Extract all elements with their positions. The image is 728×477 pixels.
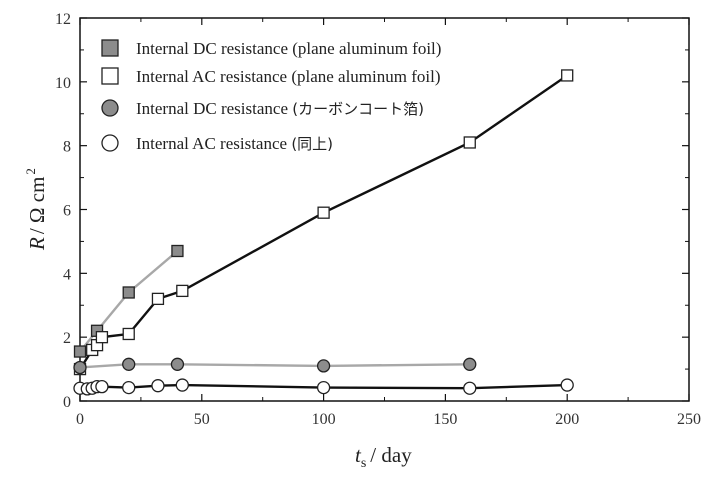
data-point-s3 — [122, 380, 136, 395]
legend-marker-3 — [101, 134, 119, 152]
legend-label-main: Internal AC resistance — [136, 67, 291, 86]
data-point-s3 — [316, 380, 331, 395]
y-label-main: R — [25, 237, 49, 251]
y-tick-label: 10 — [55, 75, 71, 92]
data-point-s3 — [175, 378, 189, 392]
legend-marker-1 — [101, 67, 119, 85]
data-point-s1 — [151, 292, 165, 306]
x-label-unit: / day — [370, 443, 412, 467]
x-tick-label: 200 — [555, 411, 579, 428]
data-point-s1 — [122, 327, 135, 341]
x-axis-label: ts / day — [355, 443, 412, 471]
legend-label-main: Internal DC resistance — [136, 39, 292, 58]
series-line-0 — [79, 250, 179, 353]
data-point-s1 — [463, 136, 476, 149]
legend-label-paren: (plane aluminum foil) — [292, 39, 441, 58]
data-point-s0 — [122, 286, 135, 299]
data-point-s2 — [463, 357, 477, 371]
data-point-s1 — [176, 284, 189, 298]
data-point-s3 — [560, 378, 574, 392]
data-point-s2 — [316, 359, 331, 373]
legend-label-main: Internal AC resistance — [136, 134, 291, 153]
y-tick-label: 2 — [63, 330, 71, 347]
x-tick-label: 150 — [433, 411, 457, 428]
y-label-sup: 2 — [23, 168, 38, 175]
legend-label-main: Internal DC resistance — [136, 99, 292, 118]
legend-marker-0 — [101, 39, 119, 57]
data-point-s3 — [151, 379, 165, 393]
data-point-s1 — [317, 206, 330, 219]
x-tick-label: 0 — [76, 411, 84, 428]
legend: Internal DC resistance (plane aluminum f… — [101, 39, 441, 153]
x-tick-label: 100 — [312, 411, 336, 428]
legend-marker-2 — [101, 99, 119, 117]
series-markers — [73, 69, 574, 396]
data-point-s0 — [171, 244, 184, 258]
data-point-s0 — [73, 345, 87, 358]
series-lines — [78, 74, 568, 391]
legend-label-1: Internal AC resistance (plane aluminum f… — [136, 67, 441, 86]
y-tick-label: 12 — [55, 11, 71, 28]
data-point-s3 — [463, 381, 477, 395]
x-label-sub: s — [361, 456, 366, 471]
data-point-s1 — [95, 331, 109, 344]
series-line-1 — [78, 74, 568, 370]
x-label-main: t — [355, 443, 362, 467]
x-tick-label: 50 — [194, 411, 210, 428]
data-point-s2 — [170, 357, 185, 371]
data-point-s1 — [561, 69, 574, 82]
legend-label-paren: (同上) — [291, 135, 333, 153]
y-tick-label: 8 — [63, 139, 71, 156]
y-label-unit: / Ω cm — [25, 177, 49, 235]
data-point-s3 — [95, 379, 109, 394]
data-point-s2 — [73, 360, 87, 375]
y-axis-label: R / Ω cm 2 — [23, 168, 49, 251]
series-line-2 — [79, 363, 470, 369]
legend-label-paren: (plane aluminum foil) — [291, 67, 440, 86]
y-tick-label: 4 — [63, 266, 71, 283]
legend-label-2: Internal DC resistance (カーボンコート箔) — [136, 99, 424, 118]
legend-label-0: Internal DC resistance (plane aluminum f… — [136, 39, 441, 58]
y-tick-label: 0 — [63, 394, 71, 411]
legend-label-3: Internal AC resistance (同上) — [136, 134, 333, 153]
axis-ticks: 0 50 100 150 200 250 0 2 4 6 8 10 12 — [55, 11, 701, 428]
legend-label-paren: (カーボンコート箔) — [292, 100, 424, 118]
data-point-s2 — [122, 357, 136, 371]
y-tick-label: 6 — [63, 203, 71, 220]
x-tick-label: 250 — [677, 411, 701, 428]
